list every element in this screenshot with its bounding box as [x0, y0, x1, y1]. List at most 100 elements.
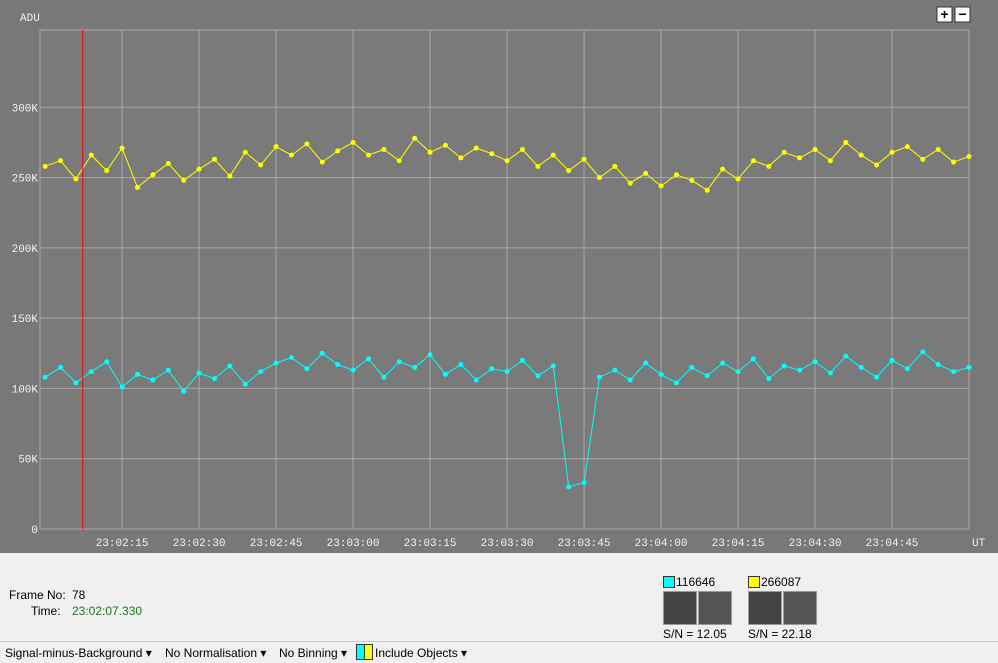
- data-point: [150, 172, 156, 178]
- data-point: [73, 176, 79, 182]
- data-point: [673, 172, 679, 178]
- data-point: [365, 152, 371, 158]
- data-point: [104, 359, 110, 365]
- y-tick-label: 150K: [12, 314, 39, 326]
- data-point: [365, 356, 371, 362]
- data-point: [412, 364, 418, 370]
- data-point: [519, 146, 525, 152]
- data-point: [350, 367, 356, 373]
- data-point: [612, 367, 618, 373]
- y-axis-label: ADU: [20, 13, 40, 25]
- data-point: [381, 146, 387, 152]
- data-point: [858, 364, 864, 370]
- data-point: [966, 154, 972, 160]
- data-point: [58, 364, 64, 370]
- dropdown[interactable]: No Normalisation ▾: [165, 646, 267, 660]
- legend-swatch: [663, 576, 675, 588]
- chart: ADU UT + − 0 50K 100K 150K 200K 250K 300K 23:02…: [0, 0, 998, 553]
- data-point: [550, 152, 556, 158]
- data-point: [242, 381, 248, 387]
- x-tick-label: 23:04:00: [635, 538, 688, 550]
- data-point: [258, 162, 264, 168]
- data-point: [88, 152, 94, 158]
- data-point: [212, 376, 218, 382]
- data-point: [473, 145, 479, 151]
- data-point: [319, 159, 325, 165]
- legend-swatch: [748, 576, 760, 588]
- data-point: [750, 356, 756, 362]
- data-point: [827, 370, 833, 376]
- data-point: [596, 175, 602, 181]
- data-point: [658, 371, 664, 377]
- data-point: [288, 152, 294, 158]
- data-point: [766, 376, 772, 382]
- data-point: [920, 156, 926, 162]
- legend-entry: 116646: [676, 575, 716, 589]
- legend-entry: 266087: [761, 575, 802, 589]
- data-point: [935, 146, 941, 152]
- data-point: [489, 366, 495, 372]
- thumbnail: [783, 591, 817, 625]
- dropdown-label: Include Objects: [375, 646, 458, 660]
- frame-label: Frame No:: [9, 588, 66, 602]
- data-point: [135, 184, 141, 190]
- data-point: [165, 367, 171, 373]
- data-point: [104, 168, 110, 174]
- y-tick-label: 250K: [12, 174, 39, 186]
- data-point: [335, 148, 341, 154]
- plot-area: [39, 29, 970, 530]
- data-point: [720, 166, 726, 172]
- data-point: [812, 146, 818, 152]
- data-point: [396, 359, 402, 365]
- data-point: [781, 363, 787, 369]
- zoom-in-label: +: [940, 6, 948, 22]
- data-point: [504, 158, 510, 164]
- data-point: [735, 369, 741, 375]
- x-tick-label: 23:02:45: [250, 538, 303, 550]
- snr-label: S/N = 12.05: [663, 627, 727, 641]
- data-point: [458, 362, 464, 368]
- data-point: [442, 371, 448, 377]
- data-point: [766, 163, 772, 169]
- zoom-in-button[interactable]: [936, 6, 953, 23]
- time-value: 23:02:07.330: [72, 604, 143, 618]
- data-point: [335, 362, 341, 368]
- data-point: [181, 388, 187, 394]
- data-point: [704, 373, 710, 379]
- toolbar: Signal-minus-Background ▾ No Normalisati…: [0, 641, 998, 663]
- y-tick-label: 200K: [12, 244, 39, 256]
- data-point: [704, 187, 710, 193]
- dropdown[interactable]: Include Objects ▾: [375, 646, 468, 660]
- data-point: [812, 359, 818, 365]
- data-point: [119, 384, 125, 390]
- data-point: [242, 149, 248, 155]
- data-point: [843, 139, 849, 145]
- data-point: [951, 369, 957, 375]
- data-point: [442, 142, 448, 148]
- data-point: [581, 480, 587, 486]
- time-label: Time:: [31, 604, 61, 618]
- x-tick-label: 23:03:00: [327, 538, 380, 550]
- x-tick-label: 23:03:15: [404, 538, 457, 550]
- x-tick-label: 23:04:15: [712, 538, 765, 550]
- thumbnail: [748, 591, 782, 625]
- data-point: [227, 173, 233, 179]
- data-point: [581, 156, 587, 162]
- dropdown-label: No Binning: [279, 646, 338, 660]
- zoom-out-button[interactable]: [954, 6, 971, 23]
- dropdown[interactable]: No Binning ▾: [279, 646, 348, 660]
- data-point: [458, 155, 464, 161]
- data-point: [88, 369, 94, 375]
- data-point: [874, 162, 880, 168]
- data-point: [627, 377, 633, 383]
- x-tick-label: 23:02:30: [173, 538, 226, 550]
- data-point: [596, 374, 602, 380]
- data-point: [288, 355, 294, 361]
- dropdown[interactable]: Signal-minus-Background ▾: [5, 646, 152, 660]
- x-tick-label: 23:04:30: [789, 538, 842, 550]
- data-point: [396, 158, 402, 164]
- object-swatch: [364, 644, 373, 660]
- data-point: [612, 163, 618, 169]
- data-point: [843, 353, 849, 359]
